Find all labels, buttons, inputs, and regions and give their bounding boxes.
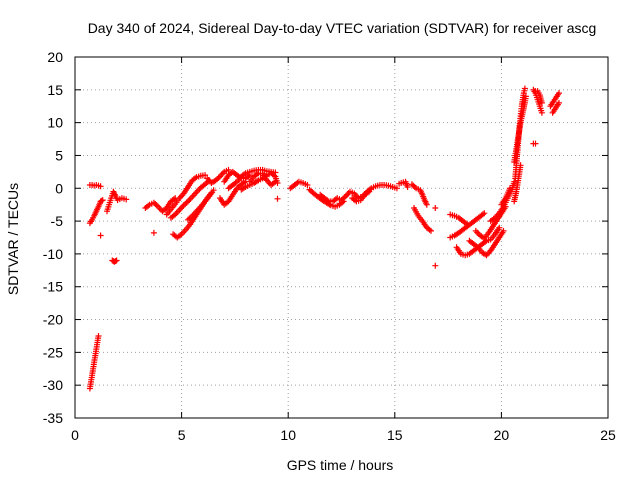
grid-layer	[75, 57, 608, 418]
y-tick-label: -30	[43, 377, 63, 393]
data-point	[404, 184, 411, 190]
y-tick-label: 0	[55, 180, 63, 196]
tick-label-layer: 0 5 10 15 20 25 -35 -30 -25 -20 -15 -10 -5 0 5 10 15 20	[43, 49, 616, 443]
y-tick-label: 15	[47, 82, 63, 98]
data-point	[113, 257, 120, 264]
data-point	[95, 333, 102, 339]
y-tick-label: -5	[51, 213, 64, 229]
x-tick-label: 20	[494, 427, 510, 443]
data-points-layer	[86, 85, 562, 392]
x-tick-label: 0	[71, 427, 79, 443]
y-tick-label: -35	[43, 410, 63, 426]
data-point	[366, 188, 373, 195]
data-point	[274, 195, 281, 202]
data-point	[99, 197, 106, 204]
x-tick-label: 5	[178, 427, 186, 443]
data-point	[556, 90, 562, 97]
x-axis-title: GPS time / hours	[287, 457, 394, 473]
data-point	[225, 166, 232, 173]
data-point	[272, 178, 279, 185]
data-point	[97, 183, 104, 190]
data-point	[432, 205, 439, 211]
data-point	[210, 187, 217, 194]
data-point	[202, 172, 209, 179]
data-point	[423, 201, 430, 208]
y-tick-label: -15	[43, 279, 63, 295]
data-point	[150, 229, 157, 236]
y-axis-title: SDTVAR / TECUs	[5, 183, 21, 295]
data-point	[522, 93, 529, 100]
data-point	[538, 99, 545, 106]
data-point	[521, 85, 528, 92]
x-tick-label: 15	[387, 427, 403, 443]
data-point	[304, 182, 311, 188]
x-tick-label: 10	[280, 427, 296, 443]
data-point	[532, 140, 539, 147]
data-point	[500, 227, 507, 234]
data-point	[123, 196, 130, 203]
data-point	[432, 262, 439, 269]
data-point	[428, 227, 434, 234]
data-point	[538, 109, 545, 116]
tick-layer	[74, 56, 609, 419]
plot-frame	[74, 56, 609, 419]
data-point	[556, 99, 562, 106]
data-point	[511, 178, 518, 185]
chart-title: Day 340 of 2024, Sidereal Day-to-day VTE…	[88, 20, 597, 36]
y-tick-label: -25	[43, 344, 63, 360]
y-tick-label: 20	[47, 49, 63, 65]
data-point	[506, 185, 513, 192]
y-tick-label: 10	[47, 115, 63, 131]
y-tick-label: -20	[43, 312, 63, 328]
y-tick-label: -10	[43, 246, 63, 262]
data-point	[496, 224, 503, 231]
data-point	[481, 210, 488, 217]
data-point	[393, 185, 400, 192]
y-tick-label: 5	[55, 147, 63, 163]
data-point	[97, 232, 104, 239]
x-tick-label: 25	[600, 427, 616, 443]
